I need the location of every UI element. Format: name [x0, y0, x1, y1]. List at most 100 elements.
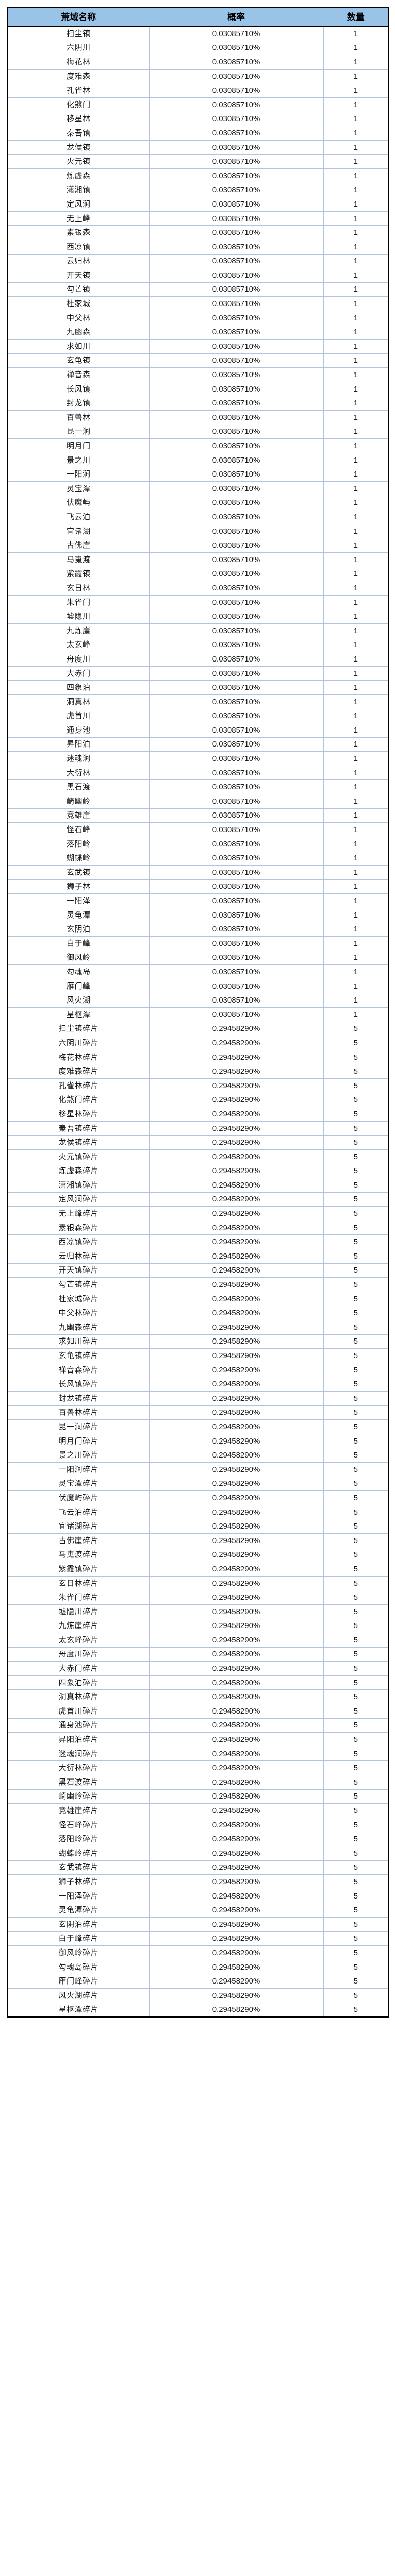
- table-row: 狮子林 0.03085710% 1: [8, 879, 388, 894]
- cell-probability: 0.29458290%: [149, 1689, 324, 1705]
- cell-probability: 0.29458290%: [149, 1889, 324, 1904]
- cell-region-name: 无上峰: [8, 211, 150, 226]
- cell-probability: 0.03085710%: [149, 154, 324, 169]
- cell-region-name: 怪石峰: [8, 822, 150, 837]
- cell-probability: 0.03085710%: [149, 225, 324, 240]
- table-row: 紫霞镇 0.03085710% 1: [8, 567, 388, 582]
- cell-region-name: 一阳涧碎片: [8, 1462, 150, 1477]
- cell-quantity: 5: [323, 1391, 388, 1406]
- table-row: 百兽林碎片 0.29458290% 5: [8, 1405, 388, 1420]
- table-row: 白于峰碎片 0.29458290% 5: [8, 1931, 388, 1946]
- cell-region-name: 蝴蝶岭: [8, 851, 150, 866]
- cell-quantity: 5: [323, 1633, 388, 1648]
- cell-probability: 0.03085710%: [149, 339, 324, 354]
- table-row: 墟隐川碎片 0.29458290% 5: [8, 1604, 388, 1619]
- cell-quantity: 5: [323, 1164, 388, 1179]
- cell-quantity: 1: [323, 311, 388, 326]
- cell-quantity: 5: [323, 1533, 388, 1548]
- cell-region-name: 怪石峰碎片: [8, 1818, 150, 1833]
- cell-region-name: 舟度川碎片: [8, 1647, 150, 1662]
- cell-region-name: 通身池碎片: [8, 1718, 150, 1733]
- table-row: 朱雀门碎片 0.29458290% 5: [8, 1590, 388, 1605]
- cell-quantity: 1: [323, 254, 388, 269]
- cell-region-name: 古佛崖: [8, 538, 150, 553]
- table-row: 勾芒镇碎片 0.29458290% 5: [8, 1277, 388, 1292]
- cell-quantity: 5: [323, 1377, 388, 1392]
- cell-probability: 0.29458290%: [149, 1505, 324, 1520]
- table-row: 梅花林碎片 0.29458290% 5: [8, 1050, 388, 1065]
- table-row: 洞真林 0.03085710% 1: [8, 694, 388, 709]
- cell-probability: 0.29458290%: [149, 1633, 324, 1648]
- cell-region-name: 定风涧碎片: [8, 1192, 150, 1207]
- cell-quantity: 1: [323, 567, 388, 582]
- cell-probability: 0.03085710%: [149, 1007, 324, 1022]
- cell-quantity: 5: [323, 1874, 388, 1889]
- cell-region-name: 景之川碎片: [8, 1448, 150, 1463]
- cell-quantity: 1: [323, 908, 388, 923]
- cell-quantity: 1: [323, 993, 388, 1008]
- cell-region-name: 朱雀门碎片: [8, 1590, 150, 1605]
- cell-region-name: 大衍林碎片: [8, 1760, 150, 1776]
- cell-quantity: 5: [323, 1960, 388, 1975]
- cell-probability: 0.03085710%: [149, 851, 324, 866]
- cell-probability: 0.03085710%: [149, 268, 324, 283]
- table-row: 马嵬渡碎片 0.29458290% 5: [8, 1548, 388, 1563]
- cell-quantity: 5: [323, 1675, 388, 1690]
- cell-quantity: 1: [323, 666, 388, 681]
- table-row: 西凉镇 0.03085710% 1: [8, 240, 388, 255]
- table-row: 灵龟潭碎片 0.29458290% 5: [8, 1903, 388, 1918]
- cell-probability: 0.03085710%: [149, 410, 324, 425]
- cell-probability: 0.29458290%: [149, 1747, 324, 1761]
- cell-region-name: 开天镇: [8, 268, 150, 283]
- cell-region-name: 星枢潭: [8, 1007, 150, 1022]
- cell-region-name: 朱雀门: [8, 595, 150, 610]
- cell-probability: 0.03085710%: [149, 97, 324, 112]
- cell-quantity: 5: [323, 1860, 388, 1875]
- table-row: 化煞门 0.03085710% 1: [8, 97, 388, 112]
- table-row: 无上峰 0.03085710% 1: [8, 211, 388, 226]
- cell-region-name: 白于峰碎片: [8, 1931, 150, 1946]
- table-row: 景之川碎片 0.29458290% 5: [8, 1448, 388, 1463]
- cell-probability: 0.03085710%: [149, 353, 324, 368]
- cell-region-name: 黑石渡: [8, 779, 150, 795]
- cell-region-name: 勾魂岛: [8, 964, 150, 979]
- cell-probability: 0.03085710%: [149, 496, 324, 511]
- table-row: 长风镇碎片 0.29458290% 5: [8, 1377, 388, 1392]
- cell-region-name: 大赤门: [8, 666, 150, 681]
- cell-probability: 0.29458290%: [149, 1760, 324, 1776]
- cell-probability: 0.03085710%: [149, 652, 324, 667]
- table-row: 秦吾镇 0.03085710% 1: [8, 126, 388, 141]
- cell-probability: 0.29458290%: [149, 1988, 324, 2003]
- cell-probability: 0.03085710%: [149, 709, 324, 724]
- table-row: 扫尘镇 0.03085710% 1: [8, 26, 388, 41]
- cell-quantity: 1: [323, 964, 388, 979]
- table-row: 玄日林 0.03085710% 1: [8, 581, 388, 596]
- table-row: 墟隐川 0.03085710% 1: [8, 609, 388, 624]
- cell-quantity: 5: [323, 1548, 388, 1563]
- cell-probability: 0.03085710%: [149, 609, 324, 624]
- cell-region-name: 雁门峰: [8, 979, 150, 994]
- cell-region-name: 九幽森: [8, 325, 150, 340]
- cell-region-name: 长风镇碎片: [8, 1377, 150, 1392]
- cell-probability: 0.03085710%: [149, 623, 324, 638]
- cell-quantity: 5: [323, 1121, 388, 1136]
- cell-quantity: 1: [323, 694, 388, 709]
- cell-region-name: 梅花林: [8, 55, 150, 70]
- cell-probability: 0.03085710%: [149, 467, 324, 482]
- cell-region-name: 狮子林: [8, 879, 150, 894]
- table-row: 古佛崖 0.03085710% 1: [8, 538, 388, 553]
- table-row: 禅音森 0.03085710% 1: [8, 367, 388, 382]
- cell-probability: 0.03085710%: [149, 183, 324, 198]
- cell-probability: 0.29458290%: [149, 1022, 324, 1037]
- cell-probability: 0.03085710%: [149, 581, 324, 596]
- table-row: 迷魂涧 0.03085710% 1: [8, 751, 388, 766]
- table-row: 炼虚森碎片 0.29458290% 5: [8, 1164, 388, 1179]
- cell-region-name: 化煞门: [8, 97, 150, 112]
- cell-region-name: 通身池: [8, 723, 150, 738]
- cell-quantity: 5: [323, 1590, 388, 1605]
- table-row: 飞云泊碎片 0.29458290% 5: [8, 1505, 388, 1520]
- cell-region-name: 度难森碎片: [8, 1064, 150, 1079]
- table-row: 九炼崖 0.03085710% 1: [8, 623, 388, 638]
- cell-probability: 0.03085710%: [149, 638, 324, 653]
- cell-quantity: 5: [323, 1760, 388, 1776]
